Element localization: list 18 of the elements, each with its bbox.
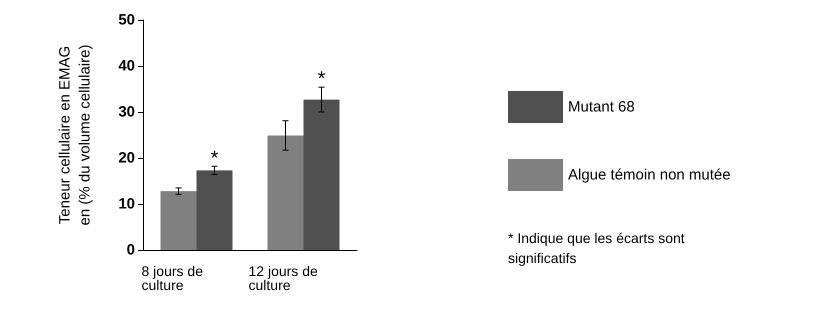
bar (304, 100, 340, 250)
y-tick-label: 0 (126, 242, 135, 258)
y-tick-label: 50 (118, 12, 135, 28)
bar (268, 135, 304, 250)
x-tick-label: 12 jours de culture (248, 263, 318, 293)
annotation: * (210, 147, 219, 170)
x-tick-label: 8 jours de culture (142, 263, 204, 293)
y-tick-label: 10 (118, 196, 135, 212)
annotation: * (318, 68, 326, 90)
y-tick-label: 20 (118, 150, 135, 166)
y-tick-label: 40 (118, 58, 135, 74)
y-axis-title: Teneur cellulaire en EMAG en (% du volume cellulaire) (56, 44, 94, 226)
legend-label: Algue témoin non mutée (568, 166, 731, 184)
bar (160, 191, 196, 250)
legend-label: Mutant 68 (568, 98, 635, 116)
text: * Indique que les écarts sont significatifs (508, 230, 689, 266)
bar (196, 170, 232, 250)
y-tick-label: 30 (118, 104, 135, 120)
